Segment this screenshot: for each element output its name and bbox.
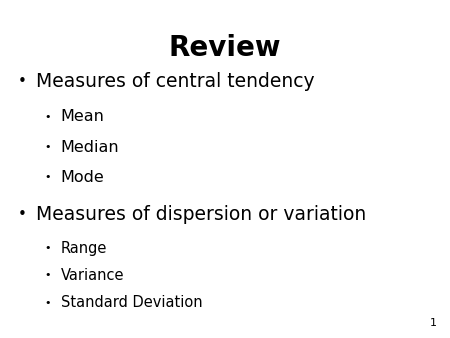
Text: •: • (44, 270, 50, 281)
Text: •: • (44, 112, 50, 122)
Text: •: • (44, 297, 50, 308)
Text: Measures of central tendency: Measures of central tendency (36, 72, 315, 91)
Text: •: • (44, 243, 50, 254)
Text: Measures of dispersion or variation: Measures of dispersion or variation (36, 205, 366, 224)
Text: •: • (18, 207, 27, 222)
Text: 1: 1 (429, 318, 436, 328)
Text: •: • (44, 142, 50, 152)
Text: Median: Median (61, 140, 119, 154)
Text: •: • (44, 172, 50, 183)
Text: Mean: Mean (61, 109, 104, 124)
Text: Standard Deviation: Standard Deviation (61, 295, 202, 310)
Text: •: • (18, 74, 27, 89)
Text: Variance: Variance (61, 268, 124, 283)
Text: Review: Review (169, 34, 281, 62)
Text: Range: Range (61, 241, 107, 256)
Text: Mode: Mode (61, 170, 104, 185)
